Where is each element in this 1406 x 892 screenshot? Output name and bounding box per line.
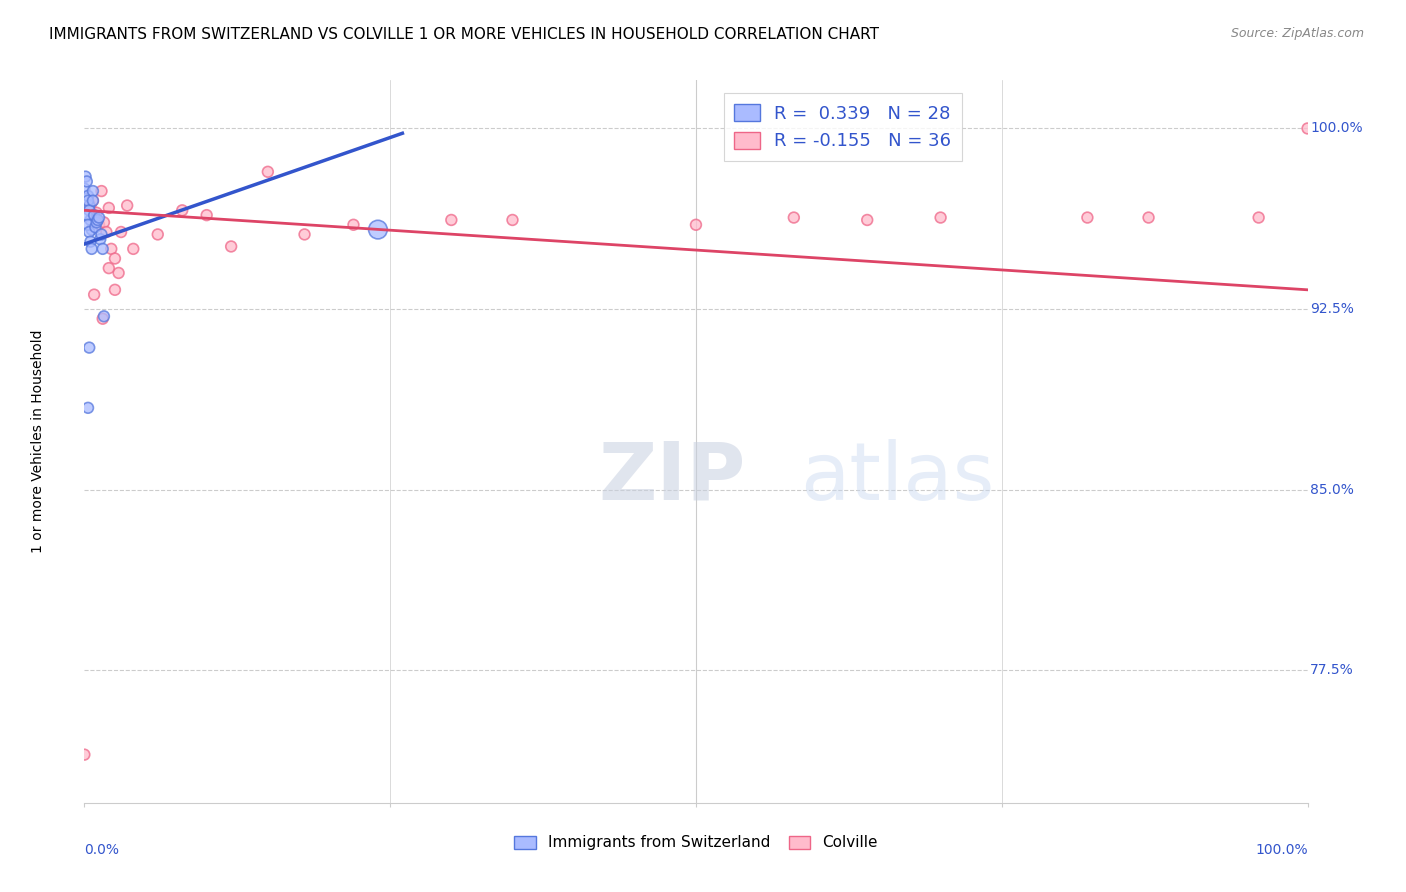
Point (257, 165, 280, 179)
Point (115, 198, 138, 212)
Point (97, 201, 120, 215)
Point (77, 194, 100, 208)
Point (77, 198, 100, 212)
Point (76, 208, 98, 222)
Point (172, 203, 194, 218)
Point (83, 287, 105, 301)
Point (77, 341, 100, 355)
Point (91, 311, 114, 326)
Point (80, 242, 103, 256)
Text: IMMIGRANTS FROM SWITZERLAND VS COLVILLE 1 OR MORE VEHICLES IN HOUSEHOLD CORRELAT: IMMIGRANTS FROM SWITZERLAND VS COLVILLE … (49, 27, 879, 42)
Point (685, 218, 707, 232)
Point (77, 189, 100, 203)
Point (87, 218, 110, 232)
Point (342, 218, 364, 232)
Point (783, 211, 806, 225)
Point (97, 261, 120, 276)
Point (107, 266, 129, 280)
Point (90, 227, 112, 242)
Point (82, 194, 104, 208)
Point (367, 222, 389, 236)
Point (82, 184, 104, 198)
Point (77, 225, 100, 239)
Point (77, 218, 100, 232)
Point (84, 220, 107, 235)
Point (86, 215, 108, 229)
Point (76, 174, 98, 188)
Point (93, 215, 115, 229)
Text: 85.0%: 85.0% (1310, 483, 1354, 497)
Point (929, 211, 952, 225)
Point (82, 194, 104, 208)
Point (219, 239, 242, 253)
Text: Source: ZipAtlas.com: Source: ZipAtlas.com (1230, 27, 1364, 40)
Point (86, 205, 108, 219)
Point (96, 225, 118, 239)
Point (1076, 211, 1098, 225)
Point (502, 213, 524, 227)
Point (73, 747, 96, 762)
Point (80, 222, 103, 236)
Point (83, 208, 105, 222)
Point (87, 213, 110, 227)
Point (73, 182, 96, 196)
Text: 100.0%: 100.0% (1256, 843, 1308, 856)
Point (87, 211, 110, 225)
Point (1137, 211, 1160, 225)
Point (79, 235, 101, 249)
Text: 92.5%: 92.5% (1310, 302, 1354, 316)
Point (146, 227, 169, 242)
Point (440, 213, 463, 227)
Point (93, 310, 115, 324)
Point (195, 208, 218, 222)
Text: 100.0%: 100.0% (1310, 121, 1362, 136)
Point (79, 198, 101, 212)
Point (100, 242, 122, 256)
Point (294, 227, 316, 242)
Point (104, 252, 127, 266)
Point (856, 213, 879, 227)
Point (77, 203, 100, 218)
Point (79, 213, 101, 227)
Text: atlas: atlas (800, 439, 994, 516)
Point (91, 242, 114, 256)
Text: 1 or more Vehicles in Household: 1 or more Vehicles in Household (31, 330, 45, 553)
Point (110, 225, 132, 239)
Legend: Immigrants from Switzerland, Colville: Immigrants from Switzerland, Colville (508, 830, 884, 856)
Point (89, 232, 111, 246)
Point (90, 184, 112, 198)
Text: 77.5%: 77.5% (1310, 664, 1354, 677)
Point (75, 169, 97, 184)
Point (1247, 211, 1270, 225)
Text: ZIP: ZIP (598, 439, 745, 516)
Point (104, 283, 127, 297)
Point (122, 242, 145, 256)
Text: 0.0%: 0.0% (84, 843, 120, 856)
Point (77, 401, 100, 415)
Point (1296, 121, 1319, 136)
